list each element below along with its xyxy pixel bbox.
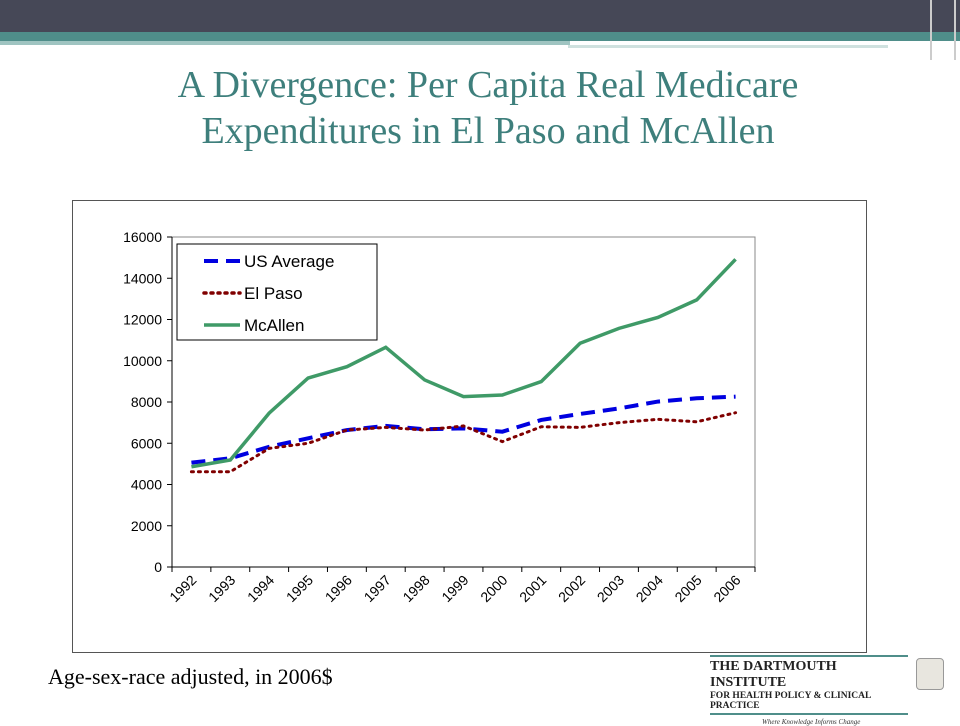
legend-label: McAllen bbox=[244, 316, 304, 335]
x-tick-label: 1997 bbox=[361, 572, 394, 605]
seal-icon bbox=[916, 658, 944, 690]
logo-line-1: THE DARTMOUTH INSTITUTE bbox=[710, 655, 908, 691]
y-tick-label: 16000 bbox=[123, 229, 162, 245]
y-tick-label: 14000 bbox=[123, 270, 162, 286]
series-line-us-average bbox=[191, 397, 735, 463]
x-tick-label: 1999 bbox=[438, 572, 471, 605]
dartmouth-logo: THE DARTMOUTH INSTITUTE FOR HEALTH POLIC… bbox=[710, 655, 950, 715]
x-tick-label: 1996 bbox=[322, 572, 355, 605]
x-tick-label: 2000 bbox=[477, 572, 510, 605]
x-tick-label: 2003 bbox=[594, 572, 627, 605]
y-tick-label: 12000 bbox=[123, 312, 162, 328]
x-tick-label: 2005 bbox=[671, 572, 704, 605]
y-tick-label: 0 bbox=[154, 559, 162, 575]
x-tick-label: 2002 bbox=[555, 572, 588, 605]
x-tick-label: 1995 bbox=[283, 572, 316, 605]
x-tick-label: 1994 bbox=[244, 572, 277, 605]
logo-tagline: Where Knowledge Informs Change bbox=[762, 718, 950, 726]
x-tick-label: 1993 bbox=[205, 572, 238, 605]
series-line-el-paso bbox=[191, 413, 735, 472]
y-tick-label: 2000 bbox=[131, 518, 162, 534]
x-tick-label: 2004 bbox=[633, 572, 666, 605]
x-tick-label: 1998 bbox=[399, 572, 432, 605]
x-tick-label: 2006 bbox=[710, 572, 743, 605]
y-tick-label: 4000 bbox=[131, 477, 162, 493]
x-tick-label: 1992 bbox=[166, 572, 199, 605]
y-tick-label: 6000 bbox=[131, 435, 162, 451]
x-tick-label: 2001 bbox=[516, 572, 549, 605]
legend-label: El Paso bbox=[244, 284, 303, 303]
logo-line-2: FOR HEALTH POLICY & CLINICAL PRACTICE bbox=[710, 691, 908, 715]
legend-label: US Average bbox=[244, 252, 334, 271]
y-tick-label: 8000 bbox=[131, 394, 162, 410]
y-tick-label: 10000 bbox=[123, 353, 162, 369]
footnote: Age-sex-race adjusted, in 2006$ bbox=[48, 664, 333, 690]
